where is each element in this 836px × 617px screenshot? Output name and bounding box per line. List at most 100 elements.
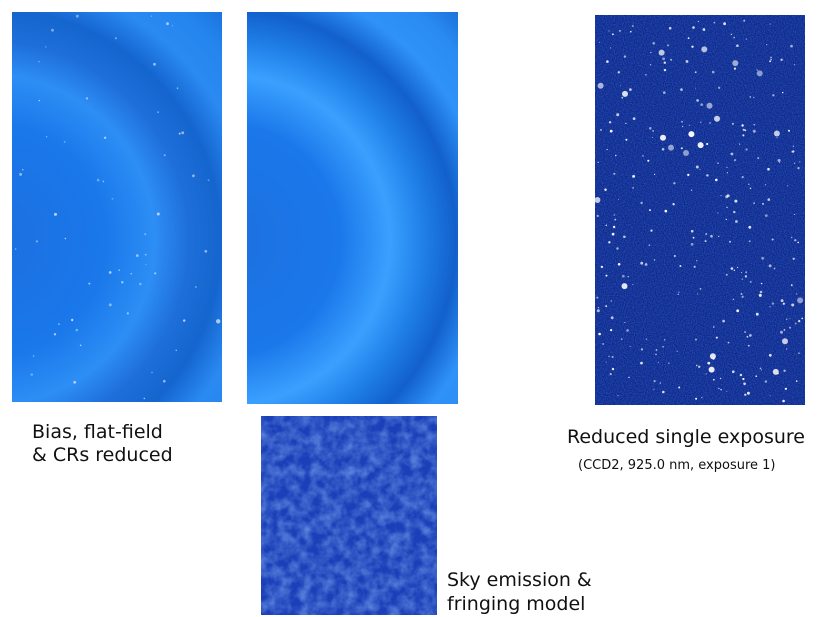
star	[612, 368, 614, 370]
star	[780, 59, 782, 61]
star	[769, 354, 772, 357]
star	[614, 219, 616, 221]
star	[757, 70, 763, 76]
star	[789, 318, 790, 319]
star	[693, 237, 695, 239]
star	[740, 374, 742, 376]
star	[797, 242, 799, 244]
star	[613, 173, 615, 175]
star	[46, 136, 47, 137]
star	[741, 124, 743, 126]
star	[757, 157, 759, 159]
star	[799, 161, 800, 162]
star	[692, 26, 695, 29]
star	[606, 362, 607, 363]
star	[625, 139, 627, 141]
calibrated-image	[12, 12, 222, 402]
star	[646, 339, 647, 340]
star	[770, 395, 771, 396]
star	[795, 323, 797, 325]
star	[786, 319, 787, 320]
star	[109, 271, 112, 274]
star	[195, 286, 196, 287]
star	[695, 339, 697, 341]
star	[748, 345, 750, 347]
star	[682, 126, 683, 127]
star	[743, 20, 745, 22]
star	[798, 320, 800, 322]
star	[701, 46, 707, 52]
star	[709, 122, 711, 124]
star	[793, 258, 795, 260]
star	[616, 247, 618, 249]
star	[744, 129, 746, 131]
star	[705, 233, 707, 235]
star	[688, 131, 694, 137]
star	[597, 309, 600, 312]
star	[647, 160, 649, 162]
star	[705, 240, 707, 242]
star	[615, 155, 617, 157]
star	[755, 375, 757, 377]
star	[789, 327, 791, 329]
star	[768, 198, 771, 201]
star	[759, 294, 762, 297]
star	[688, 37, 690, 39]
star	[610, 130, 613, 133]
star	[157, 213, 160, 216]
star	[717, 163, 718, 164]
star	[698, 142, 704, 148]
star	[766, 44, 767, 45]
star	[602, 343, 604, 345]
star	[656, 349, 658, 351]
star	[640, 202, 642, 204]
star	[761, 283, 762, 284]
star	[145, 254, 147, 256]
star	[15, 248, 17, 250]
star	[791, 304, 794, 307]
star	[696, 99, 699, 102]
star	[778, 159, 781, 162]
star	[654, 259, 655, 260]
star	[176, 350, 177, 351]
star	[144, 398, 146, 400]
star	[753, 202, 755, 204]
star	[742, 296, 744, 298]
star	[794, 239, 796, 241]
star	[659, 50, 665, 56]
star	[655, 354, 657, 356]
star	[696, 260, 697, 261]
star	[65, 238, 66, 239]
star	[784, 329, 786, 331]
star	[653, 389, 654, 390]
star	[652, 42, 655, 45]
star	[750, 281, 752, 283]
star	[712, 71, 715, 74]
star	[753, 97, 754, 98]
star	[678, 291, 679, 292]
star	[626, 329, 629, 332]
star	[772, 302, 774, 304]
star	[622, 283, 628, 289]
star	[747, 392, 750, 395]
star	[172, 25, 173, 26]
star	[743, 383, 746, 386]
star	[754, 124, 755, 125]
star	[680, 88, 683, 91]
star	[756, 69, 758, 71]
star	[700, 288, 702, 290]
star	[721, 195, 722, 196]
star	[765, 184, 766, 185]
star	[787, 185, 788, 186]
star	[624, 322, 625, 323]
star	[687, 174, 689, 176]
star	[678, 294, 679, 295]
star	[681, 121, 683, 123]
star	[782, 92, 783, 93]
star	[667, 44, 669, 46]
star	[734, 159, 736, 161]
star	[783, 370, 785, 372]
ring-model-frame	[247, 12, 458, 404]
star	[729, 241, 731, 243]
figure: Bias, flat-field & CRs reduced Reduced s…	[0, 0, 836, 617]
